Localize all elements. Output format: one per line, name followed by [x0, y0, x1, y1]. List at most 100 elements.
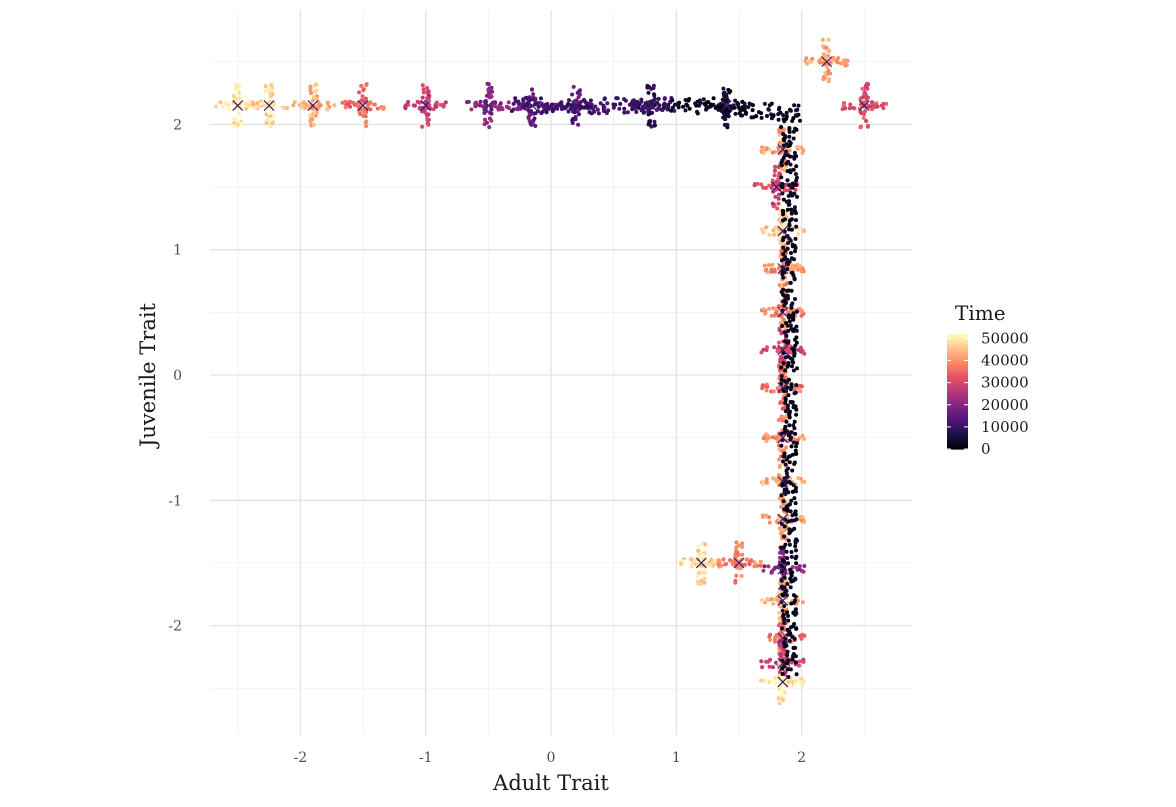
data-point	[826, 37, 831, 42]
data-point	[639, 97, 644, 102]
y-tick-label: 0	[173, 368, 182, 384]
data-point	[767, 103, 772, 108]
data-point	[475, 102, 480, 107]
data-point	[247, 99, 252, 104]
data-point	[771, 389, 776, 394]
colorbar-segment	[947, 399, 968, 402]
data-point	[784, 114, 789, 119]
data-point	[431, 107, 436, 112]
data-point	[788, 154, 793, 159]
data-point	[703, 568, 708, 573]
data-point	[549, 105, 554, 110]
data-point	[785, 178, 790, 183]
y-axis-title: Juvenile Trait	[136, 302, 160, 449]
colorbar-segment	[947, 435, 968, 439]
data-point	[708, 102, 713, 107]
data-point	[221, 104, 226, 109]
data-point	[291, 103, 296, 108]
data-point	[529, 109, 534, 114]
data-point	[630, 98, 635, 103]
data-point	[776, 687, 781, 692]
data-point	[716, 107, 721, 112]
data-point	[697, 98, 702, 103]
data-point	[669, 108, 674, 113]
data-point	[761, 307, 766, 312]
data-point	[782, 188, 787, 193]
colorbar-segment	[947, 339, 968, 343]
data-point	[615, 96, 620, 101]
data-point	[751, 103, 755, 108]
data-point	[733, 580, 738, 585]
legend-title: Time	[955, 301, 1006, 325]
data-point	[794, 309, 799, 314]
data-point	[701, 97, 706, 102]
data-point	[847, 106, 852, 111]
colorbar-segment	[947, 443, 968, 446]
data-point	[309, 91, 314, 96]
data-point	[802, 437, 807, 441]
data-point	[780, 208, 785, 213]
data-point	[793, 660, 798, 665]
data-point	[759, 659, 764, 664]
data-point	[777, 129, 782, 134]
data-point	[705, 100, 709, 105]
data-point	[490, 89, 495, 94]
data-point	[764, 382, 769, 387]
data-point	[588, 98, 593, 103]
data-point	[764, 598, 769, 603]
y-tick-label: -2	[168, 619, 182, 635]
data-point	[364, 119, 369, 124]
data-point	[783, 400, 788, 405]
data-point	[792, 205, 797, 210]
branch-marker	[777, 476, 789, 487]
data-point	[866, 82, 871, 87]
data-point	[759, 182, 764, 187]
data-point	[793, 245, 798, 250]
data-point	[781, 245, 786, 250]
data-point	[792, 347, 797, 352]
data-point	[246, 103, 251, 108]
data-point	[787, 377, 791, 382]
marker-stroke	[420, 100, 432, 112]
data-point	[760, 599, 765, 604]
legend-label: 40000	[981, 352, 1029, 370]
data-point	[781, 262, 786, 267]
data-point	[740, 541, 745, 546]
data-point	[777, 447, 782, 452]
data-point	[784, 161, 789, 166]
data-point	[311, 122, 316, 127]
data-point	[801, 148, 806, 153]
data-point	[787, 531, 792, 536]
data-point	[653, 123, 657, 128]
data-point	[570, 121, 575, 125]
data-point	[782, 257, 787, 262]
data-point	[742, 108, 747, 113]
data-point	[794, 328, 799, 333]
data-point	[772, 232, 776, 237]
data-point	[641, 110, 646, 115]
data-point	[787, 183, 792, 188]
data-point	[781, 212, 785, 217]
data-point	[539, 96, 543, 101]
data-point	[782, 451, 787, 456]
data-point	[234, 92, 239, 96]
data-point	[703, 542, 708, 547]
data-point	[776, 196, 781, 201]
data-point	[791, 129, 796, 134]
branch-marker	[263, 100, 275, 112]
data-point	[361, 87, 366, 92]
branch-marker	[777, 676, 789, 688]
data-point	[506, 106, 511, 110]
data-point	[773, 436, 778, 441]
data-point	[780, 626, 784, 631]
data-point	[758, 559, 763, 564]
data-point	[784, 143, 788, 148]
data-point	[375, 106, 380, 111]
data-point	[790, 452, 795, 457]
data-point	[793, 236, 798, 241]
data-point	[783, 376, 788, 381]
data-point	[780, 324, 785, 328]
data-point	[633, 106, 637, 111]
legend-label: 50000	[981, 329, 1029, 347]
data-point	[792, 103, 797, 108]
